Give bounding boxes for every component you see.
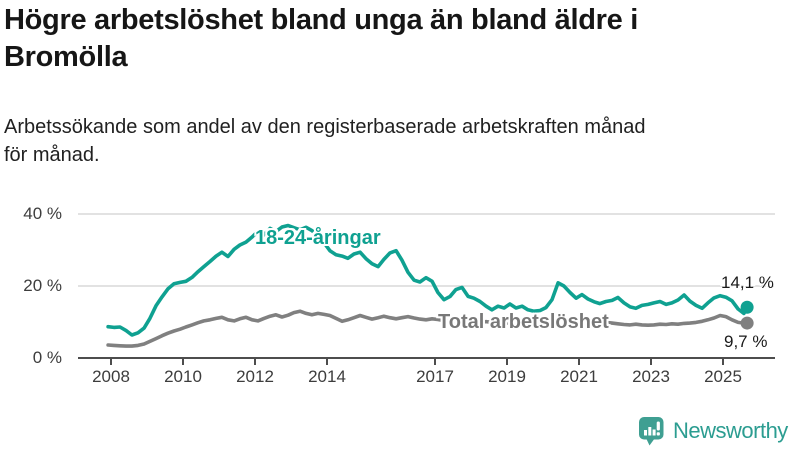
y-tick-label: 40 % — [23, 204, 62, 223]
x-tick-label: 2010 — [164, 367, 202, 386]
line-series-young — [106, 223, 749, 337]
x-tick-label: 2019 — [488, 367, 526, 386]
x-tick-label: 2025 — [704, 367, 742, 386]
end-value-young: 14,1 % — [721, 273, 774, 292]
page-title-line2: Bromölla — [4, 41, 128, 74]
series-label-young: 18-24-åringar — [255, 227, 381, 249]
newsworthy-logo[interactable]: Newsworthy — [638, 415, 788, 447]
end-dot-total — [740, 316, 754, 330]
line-series-total — [106, 309, 749, 348]
end-value-total: 9,7 % — [724, 332, 768, 351]
x-tick-label: 2008 — [92, 367, 130, 386]
chart-area: 0 % 20 % 40 % 2008 2010 2012 2014 2017 2019 2021… — [0, 190, 800, 400]
y-tick-label: 0 % — [32, 348, 62, 367]
chart-subtitle-line2: för månad. — [4, 144, 100, 166]
series-label-total: Total arbetslöshet — [438, 311, 609, 333]
y-tick-label: 20 % — [23, 276, 62, 295]
newsworthy-icon — [639, 416, 664, 445]
newsworthy-wordmark: Newsworthy — [673, 418, 788, 443]
x-tick-label: 2021 — [560, 367, 598, 386]
line-chart-canvas — [78, 213, 775, 365]
x-tick-label: 2014 — [308, 367, 346, 386]
chart-subtitle-line1: Arbetssökande som andel av den registerb… — [4, 116, 646, 138]
x-tick-label: 2017 — [416, 367, 454, 386]
x-tick-label: 2012 — [236, 367, 274, 386]
chart-subtitle: Arbetssökande som andel av den registerb… — [4, 113, 794, 169]
end-dot-young — [740, 300, 754, 314]
page-title: Högre arbetslöshet bland unga än bland ä… — [4, 2, 784, 76]
x-tick-label: 2023 — [632, 367, 670, 386]
page-title-line1: Högre arbetslöshet bland unga än bland ä… — [4, 4, 638, 36]
